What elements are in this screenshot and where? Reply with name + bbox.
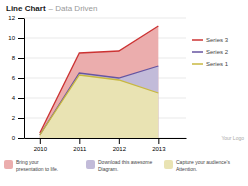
- legend-swatch: [192, 39, 203, 41]
- footer-box: [86, 160, 95, 169]
- line: [40, 26, 159, 133]
- tick-label: 2013: [152, 146, 166, 152]
- tick-label: 12: [8, 15, 15, 21]
- axis-line: [24, 19, 25, 139]
- tick-mark: [18, 78, 24, 79]
- tick-label: 2012: [113, 146, 127, 152]
- marks: [40, 26, 159, 138]
- line: [40, 66, 159, 135]
- tick-mark: [18, 18, 24, 19]
- tick-label: 0: [12, 135, 16, 141]
- tick: 2010: [34, 138, 48, 152]
- tick: 2: [12, 115, 24, 121]
- plot: 2010 2011 2012 2013 0 2 4 6 8 10 12: [8, 15, 186, 152]
- tick-mark: [18, 58, 24, 59]
- chart: Line Chart– Data Driven20102011201220130…: [0, 0, 248, 186]
- tick-mark: [119, 138, 120, 144]
- legend-swatch: [192, 63, 203, 65]
- tick-mark: [18, 98, 24, 99]
- legend-label: Series 3: [206, 37, 229, 43]
- footer: Bring yourpresentation to life. Download …: [4, 135, 244, 172]
- footer-box: [164, 160, 173, 169]
- grid-line: [24, 38, 186, 39]
- tick-mark: [79, 138, 80, 144]
- tick-mark: [40, 138, 41, 144]
- legend-label: Series 1: [206, 61, 229, 67]
- grid-line: [24, 18, 186, 19]
- tick: 8: [12, 55, 24, 61]
- tick: 12: [8, 15, 24, 21]
- tick-label: 6: [12, 75, 16, 81]
- logo-text: Your Logo: [221, 135, 244, 141]
- legend-swatch: [192, 51, 203, 53]
- tick: 0: [12, 135, 24, 141]
- footer-text: Bring yourpresentation to life.: [16, 159, 58, 172]
- tick-mark: [18, 38, 24, 39]
- x-axis: 2010 2011 2012 2013: [25, 138, 187, 152]
- tick-label: 10: [8, 35, 15, 41]
- tick: 2011: [73, 138, 87, 152]
- footer-text: Capture your audience'sAttention.: [176, 159, 231, 172]
- title: Line Chart: [6, 4, 46, 13]
- tick-mark: [18, 118, 24, 119]
- legend-label: Series 2: [206, 49, 229, 55]
- area: [40, 66, 159, 138]
- tick-label: 8: [12, 55, 16, 61]
- tick: 2013: [152, 138, 166, 152]
- axis-line: [25, 138, 187, 139]
- grid: [24, 18, 186, 138]
- tick: 4: [12, 95, 24, 101]
- tick: 6: [12, 75, 24, 81]
- tick-mark: [18, 138, 24, 139]
- footer-text: Download this awesomeDiagram.: [98, 159, 152, 172]
- subtitle: – Data Driven: [49, 4, 98, 13]
- tick-label: 2010: [34, 146, 48, 152]
- legend: Series 3 Series 2 Series 1: [192, 37, 229, 67]
- tick: 10: [8, 35, 24, 41]
- y-axis: 0 2 4 6 8 10 12: [8, 15, 24, 141]
- tick: 2012: [113, 138, 127, 152]
- tick-label: 2: [12, 115, 16, 121]
- line: [40, 75, 159, 135]
- tick-mark: [158, 138, 159, 144]
- tick-label: 2011: [73, 146, 87, 152]
- tick-label: 4: [12, 95, 16, 101]
- footer-box: [4, 160, 13, 169]
- area: [40, 26, 159, 138]
